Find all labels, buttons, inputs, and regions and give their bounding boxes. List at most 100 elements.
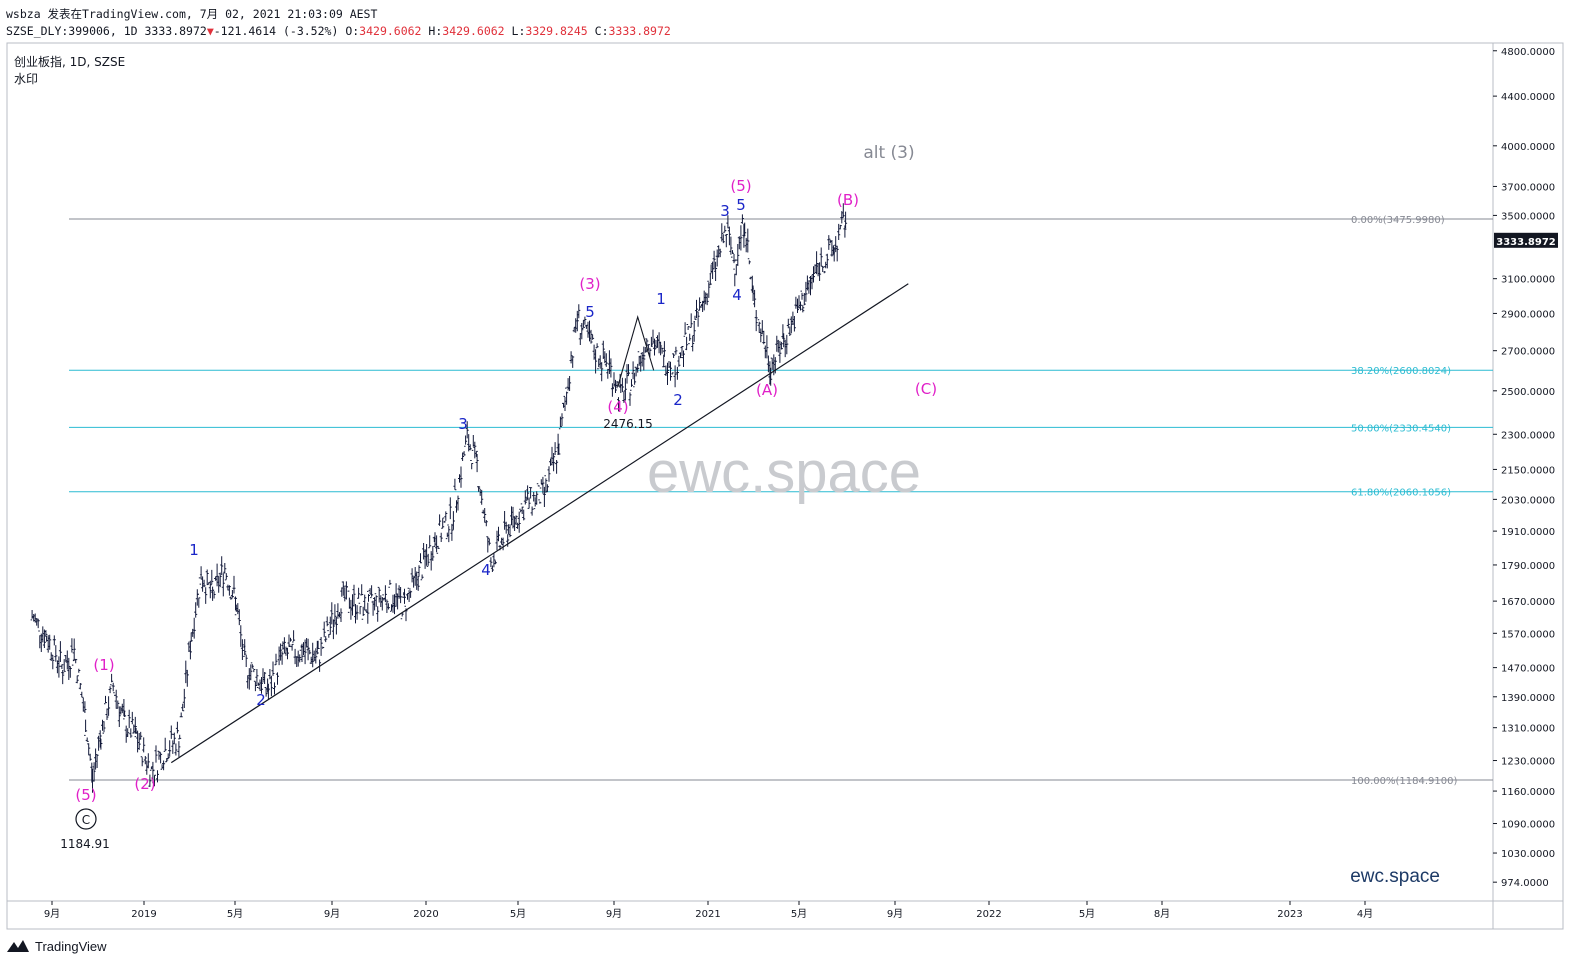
price-tick-label: 1790.0000 bbox=[1501, 561, 1555, 572]
wave-label: 4 bbox=[732, 286, 742, 304]
price-tick-label: 1390.0000 bbox=[1501, 693, 1555, 704]
price-tick-label: 1470.0000 bbox=[1501, 664, 1555, 675]
symbol-label: SZSE_DLY:399006, 1D bbox=[6, 24, 138, 38]
ohlc-bar: SZSE_DLY:399006, 1D 3333.8972▼-121.4614 … bbox=[6, 24, 671, 38]
price-tick-label: 1230.0000 bbox=[1501, 757, 1555, 768]
time-tick-label: 9月 bbox=[324, 908, 340, 920]
price-tick-label: 4400.0000 bbox=[1501, 92, 1555, 103]
wave-label: C bbox=[82, 813, 90, 827]
price-tick-label: 2030.0000 bbox=[1501, 495, 1555, 506]
price-tick-label: 1090.0000 bbox=[1501, 820, 1555, 831]
wave-label: 3 bbox=[458, 415, 468, 433]
wave-label: 5 bbox=[736, 196, 746, 214]
fib-label: 0.00%(3475.9980) bbox=[1351, 215, 1445, 226]
wave-label: 2 bbox=[256, 691, 266, 709]
price-tick-label: 1570.0000 bbox=[1501, 629, 1555, 640]
fib-label: 100.00%(1184.9100) bbox=[1351, 776, 1457, 787]
fib-label: 61.80%(2060.1056) bbox=[1351, 488, 1451, 499]
fib-label: 50.00%(2330.4540) bbox=[1351, 423, 1451, 434]
open-label: O: bbox=[345, 24, 360, 38]
price-tick-label: 2500.0000 bbox=[1501, 387, 1555, 398]
wave-label: (1) bbox=[93, 656, 114, 674]
price-tick-label: 1670.0000 bbox=[1501, 597, 1555, 608]
time-tick-label: 5月 bbox=[1079, 908, 1095, 920]
price-change: -121.4614 (-3.52%) bbox=[213, 24, 339, 38]
time-tick-label: 5月 bbox=[510, 908, 526, 920]
watermark-center: ewc.space bbox=[647, 440, 921, 505]
time-axis[interactable]: 9月 2019 5月 9月 2020 5月 9月 2021 5月 9月 2022 5月 8月 2023 4月 bbox=[44, 901, 1373, 920]
drawings[interactable] bbox=[170, 283, 909, 764]
watermark-corner: ewc.space bbox=[1350, 866, 1440, 887]
time-tick-label: 2023 bbox=[1277, 909, 1302, 920]
time-tick-label: 2022 bbox=[976, 909, 1001, 920]
wave-label: (5) bbox=[730, 177, 751, 195]
high-value: 3429.6062 bbox=[442, 24, 505, 38]
low-value: 3329.8245 bbox=[525, 24, 588, 38]
wave-label: 2476.15 bbox=[603, 417, 653, 431]
time-tick-label: 5月 bbox=[791, 908, 807, 920]
wave-label: (B) bbox=[837, 191, 859, 209]
price-tick-label: 3700.0000 bbox=[1501, 182, 1555, 193]
time-tick-label: 9月 bbox=[44, 908, 60, 920]
close-label: C: bbox=[594, 24, 609, 38]
time-tick-label: 5月 bbox=[227, 908, 243, 920]
price-tick-label: 2900.0000 bbox=[1501, 309, 1555, 320]
wave-label: 5 bbox=[585, 303, 595, 321]
price-tick-label: 2150.0000 bbox=[1501, 465, 1555, 476]
open-value: 3429.6062 bbox=[359, 24, 422, 38]
time-tick-label: 9月 bbox=[887, 908, 903, 920]
legend-title: 创业板指, 1D, SZSE bbox=[14, 54, 125, 69]
last-price: 3333.8972 bbox=[144, 24, 207, 38]
price-tick-label: 2700.0000 bbox=[1501, 347, 1555, 358]
price-series bbox=[30, 203, 848, 793]
wave-label: alt (3) bbox=[863, 143, 914, 163]
wave-c-circle bbox=[75, 808, 97, 830]
wave-label: 1184.91 bbox=[60, 837, 110, 851]
wave-label: (5) bbox=[75, 786, 96, 804]
svg-text:3333.8972: 3333.8972 bbox=[1496, 237, 1556, 248]
wave-label: (2) bbox=[134, 775, 155, 793]
wave-label: 1 bbox=[189, 541, 199, 559]
wave-label: (4) bbox=[607, 398, 628, 416]
price-tick-label: 974.0000 bbox=[1501, 878, 1549, 889]
down-arrow-icon: ▼ bbox=[206, 24, 214, 38]
time-tick-label: 9月 bbox=[606, 908, 622, 920]
time-tick-label: 2021 bbox=[695, 909, 720, 920]
wave-label: 4 bbox=[481, 561, 491, 579]
price-axis[interactable]: 4800.0000 4400.0000 4000.0000 3700.0000 3500… bbox=[1493, 47, 1555, 889]
triangle-pattern bbox=[617, 315, 655, 387]
high-label: H: bbox=[428, 24, 443, 38]
wave-label: 2 bbox=[673, 391, 683, 409]
wave-label: 1 bbox=[656, 290, 666, 308]
fib-retracement[interactable]: 0.00%(3475.9980) 38.20%(2600.8024) 50.00%(… bbox=[69, 215, 1493, 787]
time-tick-label: 2020 bbox=[413, 909, 438, 920]
price-tick-label: 4000.0000 bbox=[1501, 142, 1555, 153]
trendline bbox=[170, 283, 909, 764]
price-tick-label: 1160.0000 bbox=[1501, 787, 1555, 798]
publish-info: wsbza 发表在TradingView.com, 7月 02, 2021 21… bbox=[6, 7, 378, 21]
ohlc-bars bbox=[30, 203, 848, 793]
time-tick-label: 8月 bbox=[1154, 908, 1170, 920]
price-tick-label: 2300.0000 bbox=[1501, 430, 1555, 441]
price-tick-label: 3500.0000 bbox=[1501, 211, 1555, 222]
time-tick-label: 2019 bbox=[131, 909, 156, 920]
close-value: 3333.8972 bbox=[608, 24, 671, 38]
tradingview-logo-icon bbox=[7, 940, 29, 952]
wave-label: (3) bbox=[579, 275, 600, 293]
time-tick-label: 4月 bbox=[1357, 908, 1373, 920]
last-price-tag: 3333.8972 bbox=[1494, 232, 1558, 248]
low-label: L: bbox=[511, 24, 526, 38]
fib-label: 38.20%(2600.8024) bbox=[1351, 366, 1451, 377]
price-tick-label: 1310.0000 bbox=[1501, 724, 1555, 735]
price-tick-label: 4800.0000 bbox=[1501, 47, 1555, 58]
wave-label: 3 bbox=[720, 202, 730, 220]
legend-watermark-label: 水印 bbox=[14, 72, 38, 86]
tradingview-footer[interactable]: TradingView bbox=[6, 938, 107, 954]
brand-label: TradingView bbox=[35, 938, 107, 954]
wave-label: (C) bbox=[915, 380, 937, 398]
wave-label: (A) bbox=[756, 381, 778, 399]
price-tick-label: 1030.0000 bbox=[1501, 849, 1555, 860]
price-tick-label: 1910.0000 bbox=[1501, 527, 1555, 538]
